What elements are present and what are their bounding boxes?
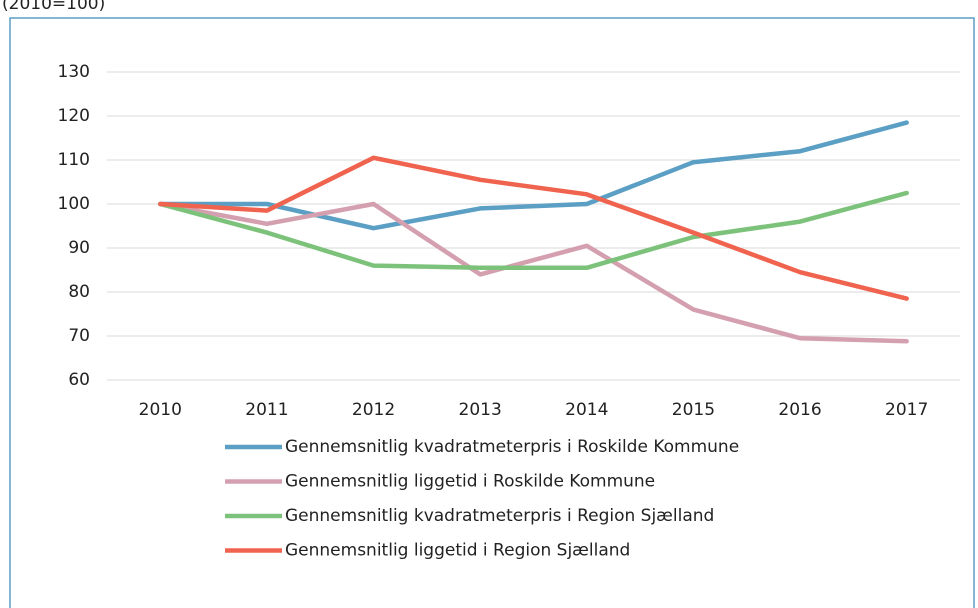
- y-tick-label: 100: [58, 194, 90, 214]
- y-tick-label: 110: [58, 150, 90, 170]
- y-tick-label: 120: [58, 106, 90, 126]
- x-tick-label: 2012: [352, 400, 395, 420]
- x-tick-label: 2011: [245, 400, 288, 420]
- y-tick-label: 80: [68, 282, 90, 302]
- legend-label: Gennemsnitlig liggetid i Region Sjælland: [285, 541, 630, 561]
- legend-label: Gennemsnitlig kvadratmeterpris i Roskild…: [285, 437, 739, 457]
- series-line: [158, 190, 909, 271]
- legend-label: Gennemsnitlig liggetid i Roskilde Kommun…: [285, 472, 655, 492]
- x-tick-label: 2017: [885, 400, 928, 420]
- x-tick-label: 2013: [459, 400, 502, 420]
- legend-label: Gennemsnitlig kvadratmeterpris i Region …: [285, 506, 714, 526]
- y-tick-label: 130: [58, 62, 90, 82]
- y-tick-label: 70: [68, 326, 90, 346]
- x-tick-label: 2016: [778, 400, 821, 420]
- x-tick-label: 2015: [672, 400, 715, 420]
- series-line: [158, 155, 909, 301]
- chart-subtitle: (2010=100): [2, 0, 105, 14]
- series-line: [158, 120, 909, 231]
- series-line: [158, 201, 909, 344]
- x-tick-label: 2014: [565, 400, 608, 420]
- y-tick-label: 90: [68, 238, 90, 258]
- y-tick-label: 60: [68, 370, 90, 390]
- chart-frame: [9, 17, 975, 608]
- x-tick-label: 2010: [139, 400, 182, 420]
